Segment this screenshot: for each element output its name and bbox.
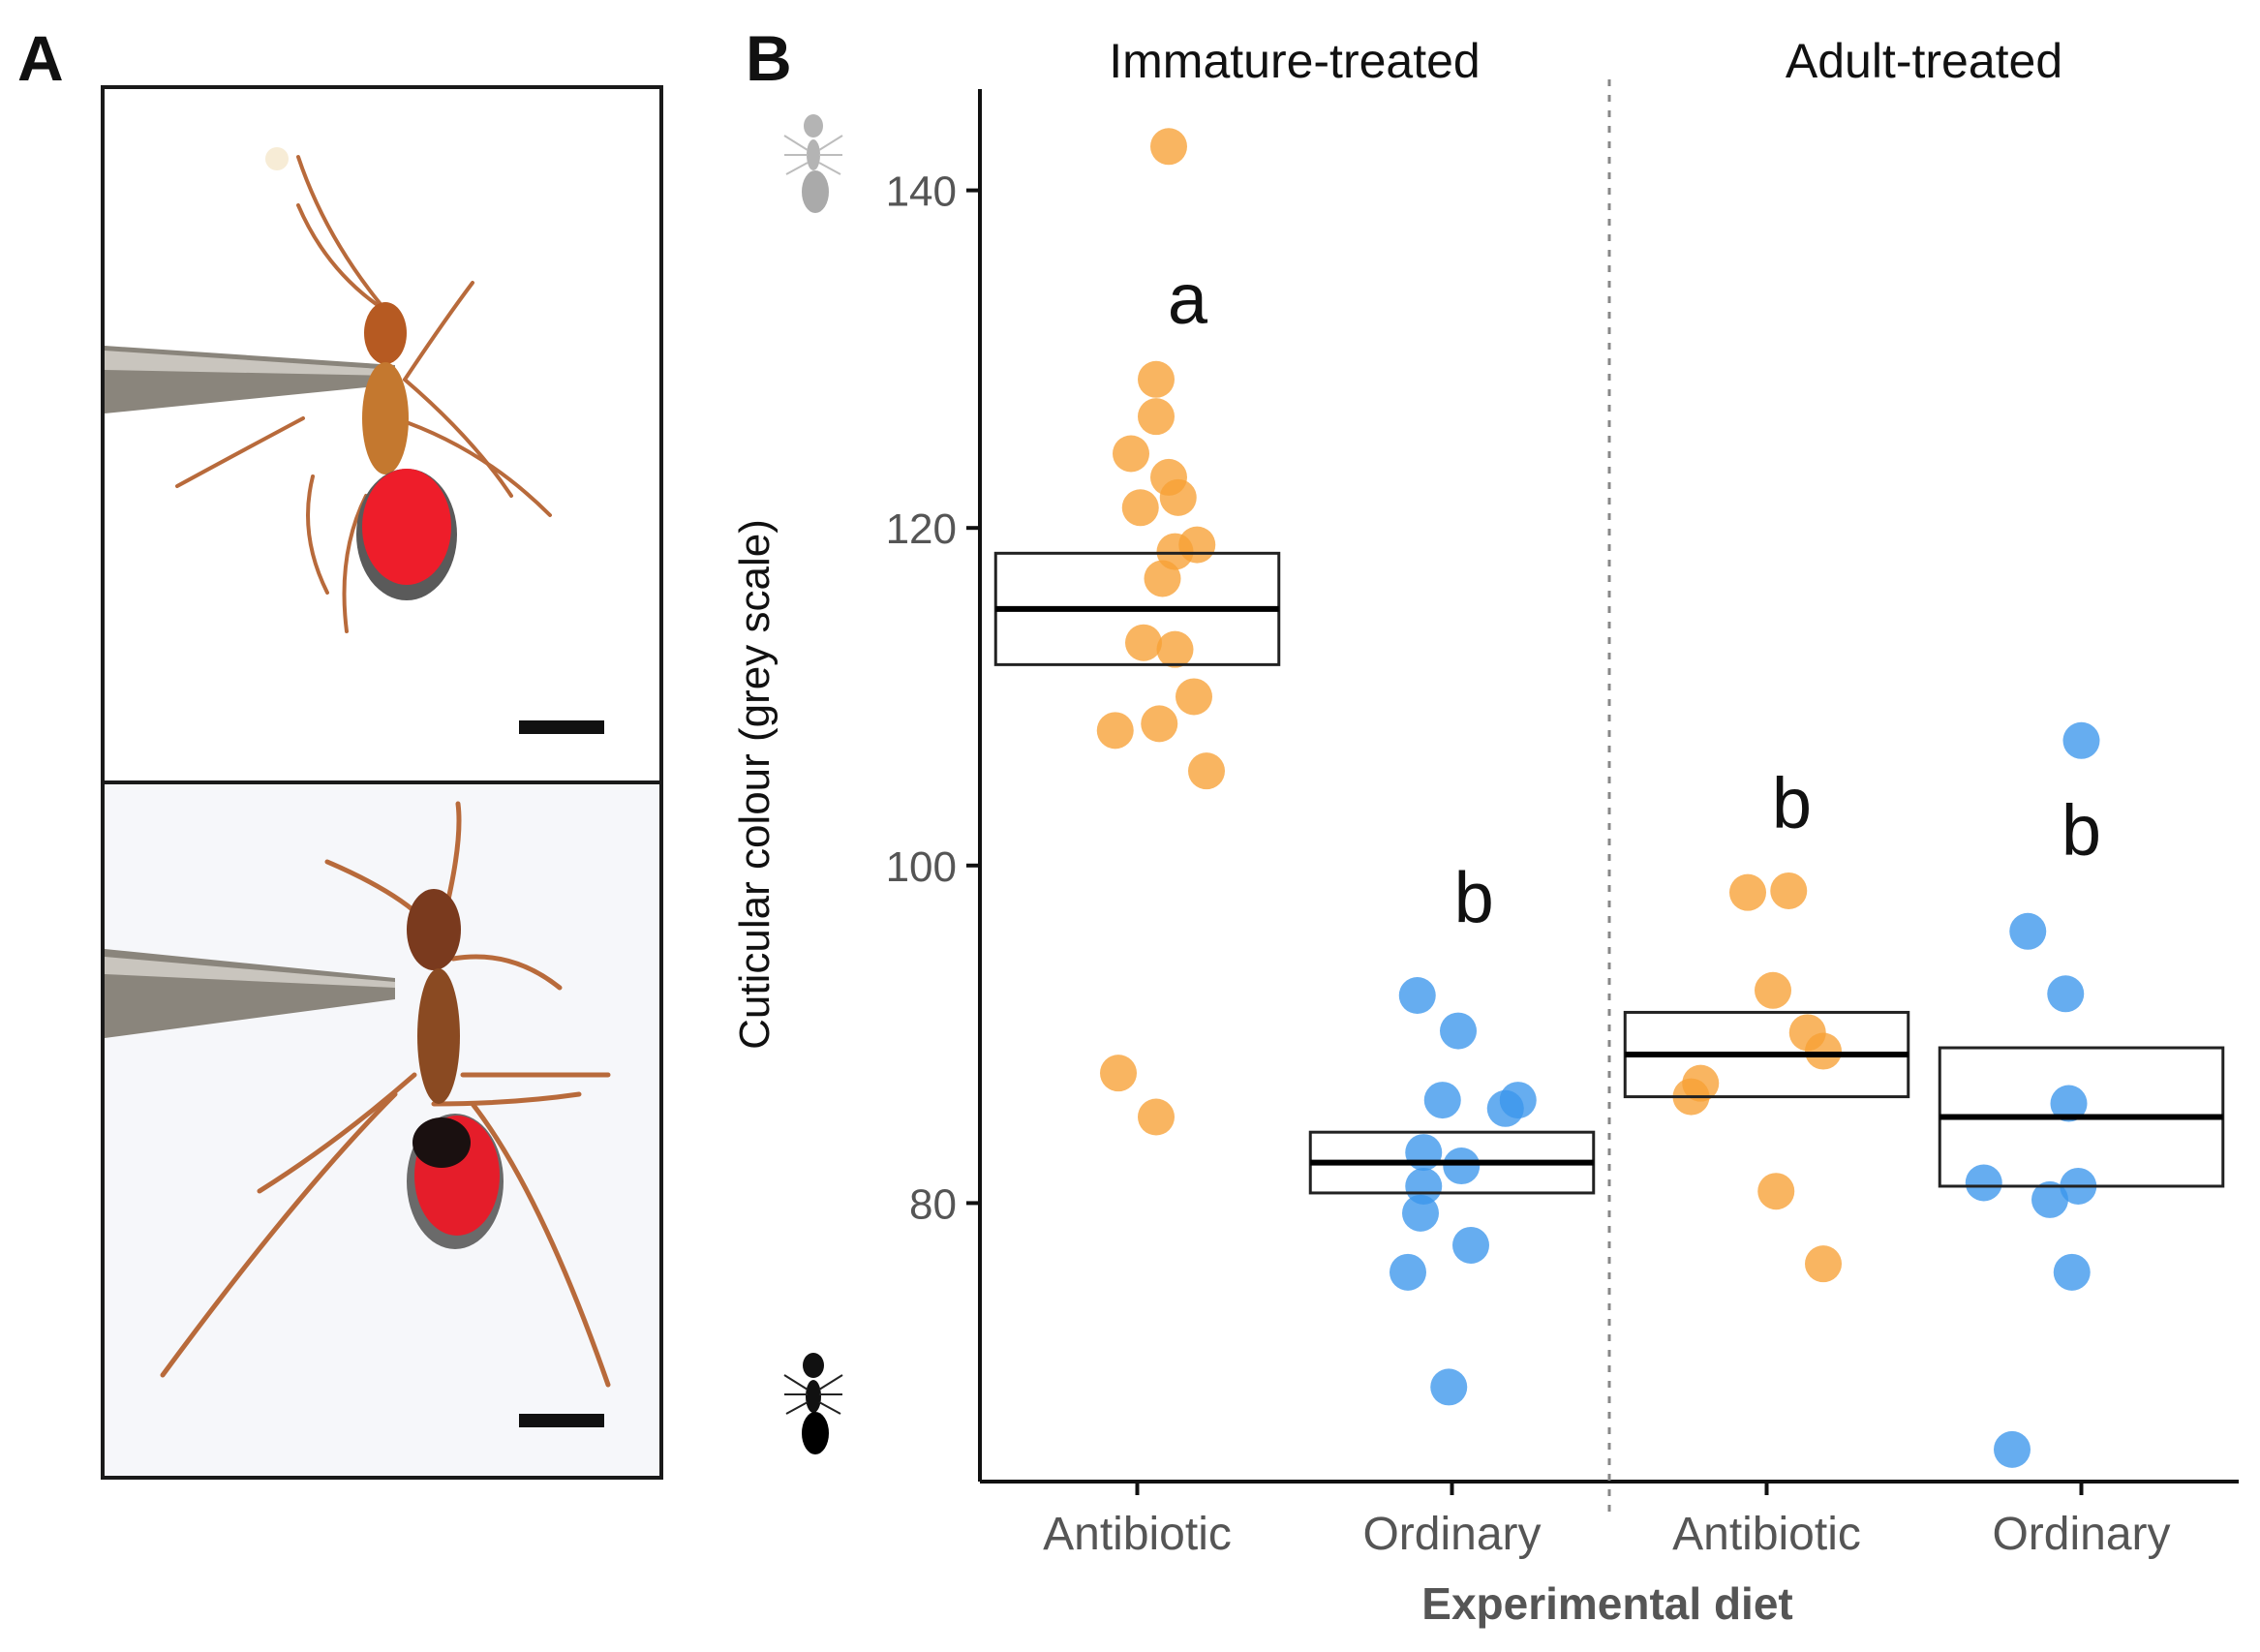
x-axis-label: Experimental diet <box>1421 1578 1792 1629</box>
data-point-antibiotic <box>1138 360 1175 398</box>
data-point-antibiotic <box>1121 489 1159 527</box>
cuticular-colour-chart: Immature-treated Adult-treated 80 100 120 14… <box>731 34 2239 1629</box>
data-point-antibiotic <box>1805 1032 1842 1070</box>
data-point-antibiotic <box>1113 435 1149 473</box>
x-tick-label-antibiotic: Antibiotic <box>1043 1509 1232 1560</box>
ant-dark-gaster-illustration <box>105 784 659 1476</box>
data-point-ordinary <box>1443 1147 1481 1185</box>
data-point-antibiotic <box>1138 1098 1175 1136</box>
ant-photo-bottom <box>101 780 663 1480</box>
ant-red-gaster-illustration <box>105 89 659 780</box>
x-tick-label-ordinary: Ordinary <box>1992 1509 2170 1560</box>
data-point-ordinary <box>1423 1082 1461 1119</box>
data-point-ordinary <box>1430 1368 1468 1406</box>
data-point-antibiotic <box>1176 678 1212 716</box>
panel-a-label: A <box>17 22 64 94</box>
data-point-antibiotic <box>1188 752 1225 790</box>
data-point-ordinary <box>2009 912 2047 950</box>
x-tick-label-ordinary: Ordinary <box>1362 1509 1541 1560</box>
facet-label-immature-treated: Immature-treated <box>1109 34 1480 88</box>
data-point-ordinary <box>1486 1089 1524 1127</box>
y-tick-label: 120 <box>886 505 957 553</box>
facet-label-adult-treated: Adult-treated <box>1786 34 2062 88</box>
data-point-ordinary <box>1965 1164 2002 1202</box>
data-point-ordinary <box>2047 975 2085 1013</box>
data-point-ordinary <box>2050 1085 2088 1122</box>
data-point-antibiotic <box>1100 1055 1137 1092</box>
light-ant-icon <box>783 114 843 213</box>
data-point-ordinary <box>1402 1194 1439 1232</box>
y-tick-label: 80 <box>909 1180 957 1228</box>
y-tick-label: 140 <box>886 168 957 216</box>
significance-letter: a <box>1168 259 1208 339</box>
data-point-ordinary <box>1994 1430 2031 1468</box>
data-point-antibiotic <box>1729 873 1766 911</box>
ant-photo-top <box>101 85 663 784</box>
data-point-antibiotic <box>1755 971 1791 1009</box>
significance-letter: b <box>1454 858 1494 938</box>
data-point-antibiotic <box>1141 705 1178 743</box>
data-point-ordinary <box>1405 1167 1443 1205</box>
data-point-ordinary <box>2053 1253 2091 1291</box>
data-point-ordinary <box>2062 721 2100 759</box>
significance-letter: b <box>2061 790 2101 871</box>
data-point-antibiotic <box>1805 1245 1842 1283</box>
data-point-ordinary <box>1390 1253 1426 1291</box>
data-point-ordinary <box>1398 977 1436 1015</box>
data-point-antibiotic <box>1757 1173 1795 1210</box>
data-point-antibiotic <box>1156 630 1194 668</box>
y-axis-label: Cuticular colour (grey scale) <box>731 519 779 1050</box>
data-point-ordinary <box>2031 1180 2068 1218</box>
data-point-antibiotic <box>1096 712 1134 750</box>
significance-letter: b <box>1772 763 1812 843</box>
data-point-antibiotic <box>1159 478 1197 516</box>
data-point-antibiotic <box>1125 624 1162 661</box>
data-point-ordinary <box>1440 1012 1477 1050</box>
data-point-antibiotic <box>1150 128 1187 166</box>
data-point-ordinary <box>1452 1226 1489 1264</box>
x-tick-label-antibiotic: Antibiotic <box>1672 1509 1861 1560</box>
panel-b-label: B <box>746 22 792 94</box>
data-point-antibiotic <box>1770 872 1808 909</box>
data-point-antibiotic <box>1138 398 1175 436</box>
dark-ant-icon <box>783 1353 843 1454</box>
data-point-antibiotic <box>1144 560 1181 597</box>
y-tick-label: 100 <box>886 843 957 891</box>
